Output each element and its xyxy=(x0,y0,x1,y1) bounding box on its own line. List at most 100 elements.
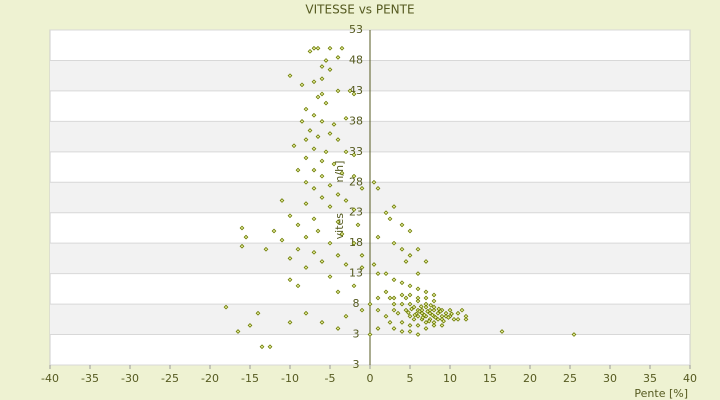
point xyxy=(419,310,425,316)
point xyxy=(423,304,429,310)
point xyxy=(311,45,317,51)
point xyxy=(387,295,393,301)
point xyxy=(271,228,277,234)
point xyxy=(447,307,453,313)
point xyxy=(403,295,409,301)
point xyxy=(407,228,413,234)
point xyxy=(403,259,409,264)
point xyxy=(446,315,451,320)
point xyxy=(311,112,317,118)
point xyxy=(243,234,249,240)
point xyxy=(430,312,435,318)
point xyxy=(423,295,429,301)
point xyxy=(463,313,469,319)
point xyxy=(423,259,429,264)
point xyxy=(399,329,405,334)
point xyxy=(391,295,397,301)
x-tick-label: 25 xyxy=(563,372,577,385)
point xyxy=(335,137,341,143)
x-tick-label: 40 xyxy=(683,372,697,385)
point xyxy=(315,134,321,139)
point xyxy=(403,307,409,313)
point xyxy=(303,106,309,112)
point xyxy=(303,234,309,240)
point xyxy=(431,298,437,304)
point xyxy=(331,122,337,127)
point xyxy=(371,179,377,185)
point xyxy=(449,311,454,317)
point xyxy=(343,115,349,121)
point xyxy=(499,329,505,334)
y-tick-label: 13 xyxy=(349,267,363,280)
point xyxy=(399,246,405,252)
point xyxy=(455,316,461,322)
point xyxy=(311,249,317,255)
point xyxy=(423,319,429,325)
point xyxy=(311,79,317,85)
point xyxy=(239,225,245,231)
point xyxy=(295,246,301,252)
x-tick-label: -20 xyxy=(201,372,219,385)
point xyxy=(411,304,417,310)
point xyxy=(259,344,265,350)
point xyxy=(409,306,414,312)
y-tick-label: 33 xyxy=(349,145,363,158)
point xyxy=(223,304,229,310)
point xyxy=(287,213,293,219)
point xyxy=(415,271,421,277)
point xyxy=(399,222,405,228)
point xyxy=(327,182,333,188)
point xyxy=(335,252,341,258)
x-tick-label: -25 xyxy=(161,372,179,385)
point xyxy=(303,310,309,316)
x-tick-label: 5 xyxy=(407,372,414,385)
point xyxy=(407,323,413,328)
point xyxy=(383,271,389,277)
point xyxy=(327,45,333,51)
point xyxy=(323,149,329,155)
point xyxy=(399,292,405,298)
point xyxy=(287,256,293,261)
x-tick-label: -40 xyxy=(41,372,59,385)
point xyxy=(367,332,373,337)
point xyxy=(335,88,341,94)
x-tick-label: 35 xyxy=(643,372,657,385)
point xyxy=(435,310,441,316)
point xyxy=(375,271,381,277)
point xyxy=(407,283,413,289)
y-tick-label: 28 xyxy=(349,175,363,188)
point xyxy=(383,289,389,295)
point xyxy=(455,310,461,316)
point xyxy=(295,222,301,228)
point xyxy=(463,316,469,322)
point xyxy=(339,45,345,51)
point xyxy=(331,161,337,167)
point xyxy=(335,289,341,295)
point xyxy=(315,228,321,234)
point xyxy=(315,94,321,100)
point xyxy=(319,319,325,325)
point xyxy=(383,210,389,216)
point xyxy=(327,274,333,280)
point xyxy=(375,307,381,313)
point xyxy=(375,234,381,240)
point xyxy=(335,55,341,60)
point xyxy=(355,222,361,228)
point xyxy=(407,329,413,334)
point xyxy=(359,185,365,191)
point xyxy=(426,318,432,324)
point xyxy=(299,118,305,124)
point xyxy=(412,312,418,318)
point xyxy=(267,344,273,350)
point xyxy=(339,170,345,176)
point xyxy=(319,158,325,164)
point xyxy=(323,58,329,63)
point xyxy=(303,179,309,185)
point xyxy=(335,326,341,331)
point xyxy=(427,310,433,316)
point xyxy=(351,283,357,289)
point xyxy=(319,173,325,179)
x-tick-label: -15 xyxy=(241,372,259,385)
point xyxy=(343,313,349,319)
